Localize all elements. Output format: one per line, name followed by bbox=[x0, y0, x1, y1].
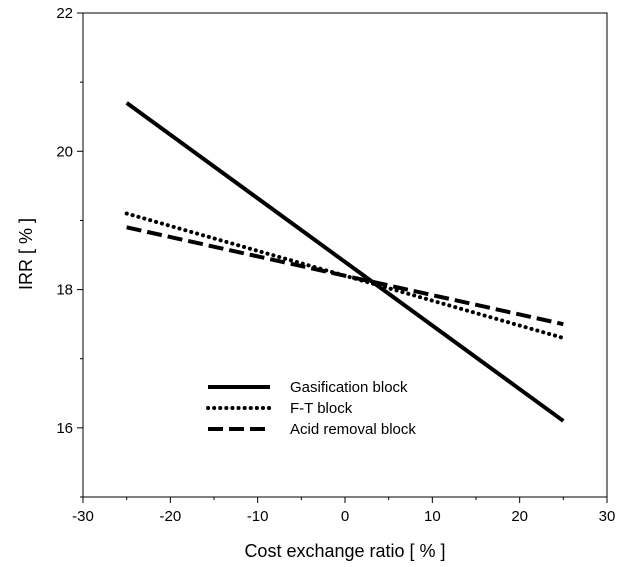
x-tick-label: 20 bbox=[511, 508, 528, 525]
series-lines bbox=[124, 101, 566, 423]
legend-label: F-T block bbox=[290, 400, 353, 417]
x-tick-label: -10 bbox=[247, 508, 269, 525]
axes: -30 -20 -10 0 10 20 30 16 18 20 22 bbox=[56, 5, 615, 525]
legend-label: Gasification block bbox=[290, 379, 408, 396]
x-axis-label: Cost exchange ratio [ % ] bbox=[244, 541, 445, 561]
x-tick-label: -30 bbox=[72, 508, 94, 525]
x-tick-label: 10 bbox=[424, 508, 441, 525]
legend: Gasification block F-T block Acid removal … bbox=[206, 379, 416, 438]
y-tick-label: 16 bbox=[56, 420, 73, 437]
y-tick-label: 22 bbox=[56, 5, 73, 22]
series-line-1 bbox=[125, 101, 565, 423]
y-axis-label: IRR [ % ] bbox=[16, 218, 36, 290]
x-tick-label: 30 bbox=[599, 508, 616, 525]
y-tick-label: 18 bbox=[56, 282, 73, 299]
legend-label: Acid removal block bbox=[290, 421, 416, 438]
x-tick-label: 0 bbox=[341, 508, 349, 525]
series-line-3 bbox=[126, 225, 564, 327]
x-tick-label: -20 bbox=[159, 508, 181, 525]
y-tick-label: 20 bbox=[56, 143, 73, 160]
